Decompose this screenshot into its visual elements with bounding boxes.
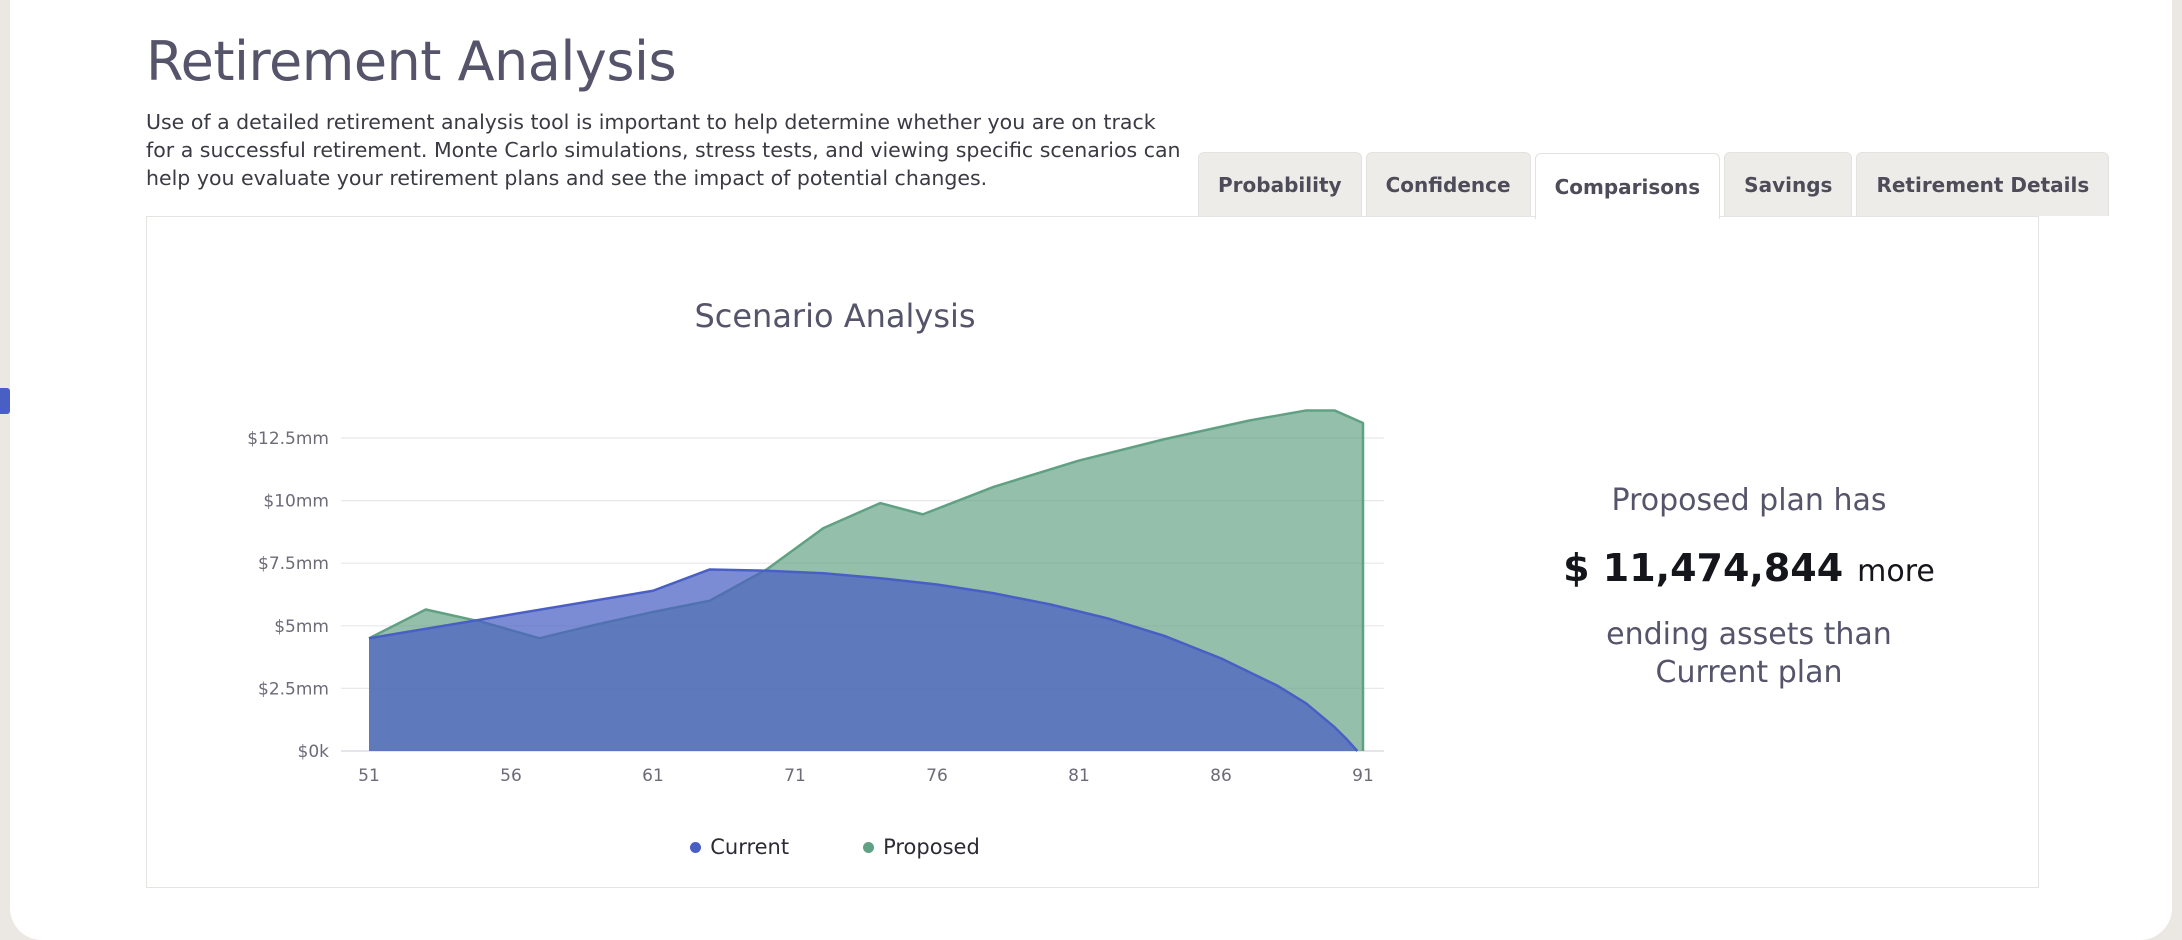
tab-bar: Probability Confidence Comparisons Savin…: [1198, 152, 2110, 219]
series-line-current: [368, 568, 1359, 752]
tab-retirement-details[interactable]: Retirement Details: [1856, 152, 2110, 216]
summary-amount-row: $ 11,474,844 more: [1489, 546, 2009, 590]
x-tick-label: 76: [926, 766, 948, 786]
x-tick-label: 61: [642, 766, 664, 786]
page-title: Retirement Analysis: [146, 30, 677, 93]
legend-dot-proposed: [863, 841, 875, 853]
tab-confidence[interactable]: Confidence: [1365, 152, 1531, 216]
summary-subtext: ending assets than Current plan: [1489, 616, 2009, 692]
series-area-current: [369, 569, 1358, 751]
tab-comparisons[interactable]: Comparisons: [1534, 153, 1721, 219]
legend-item-current[interactable]: Current: [690, 835, 789, 859]
chart-title: Scenario Analysis: [694, 297, 976, 335]
scenario-chart: $0k $2.5mm $5mm $7.5mm $10mm $12.5mm 51 56 61 71 7…: [247, 409, 1384, 786]
y-tick-label: $10mm: [263, 492, 329, 512]
x-tick-label: 71: [784, 766, 806, 786]
legend-label-current: Current: [710, 835, 790, 859]
y-tick-label: $7.5mm: [258, 554, 329, 574]
x-tick-label: 91: [1352, 766, 1374, 786]
side-accent: [0, 388, 10, 414]
comparison-summary: Proposed plan has $ 11,474,844 more endi…: [1489, 483, 2009, 692]
summary-subtext-line1: ending assets than: [1606, 617, 1892, 652]
page-description: Use of a detailed retirement analysis to…: [146, 110, 1181, 190]
y-tick-label: $12.5mm: [247, 429, 329, 449]
summary-more: more: [1857, 554, 1935, 589]
legend-item-proposed[interactable]: Proposed: [863, 835, 980, 859]
x-tick-label: 81: [1068, 766, 1090, 786]
y-tick-label: $5mm: [274, 617, 329, 637]
comparisons-panel: Scenario Analysis $0k $2.5mm $5mm $7.5mm $10…: [146, 216, 2039, 888]
summary-heading: Proposed plan has: [1611, 483, 1887, 518]
summary-amount: $ 11,474,844: [1563, 546, 1844, 590]
chart-legend: Current Proposed: [147, 835, 1523, 859]
x-tick-label: 86: [1210, 766, 1232, 786]
y-tick-label: $2.5mm: [258, 679, 329, 699]
tab-savings[interactable]: Savings: [1724, 152, 1853, 216]
legend-dot-current: [690, 841, 702, 853]
summary-subtext-line2: Current plan: [1655, 655, 1843, 690]
x-tick-label: 51: [358, 766, 380, 786]
x-tick-label: 56: [500, 766, 522, 786]
tab-probability[interactable]: Probability: [1198, 152, 1362, 216]
y-tick-label: $0k: [298, 742, 330, 762]
legend-label-proposed: Proposed: [883, 835, 980, 859]
